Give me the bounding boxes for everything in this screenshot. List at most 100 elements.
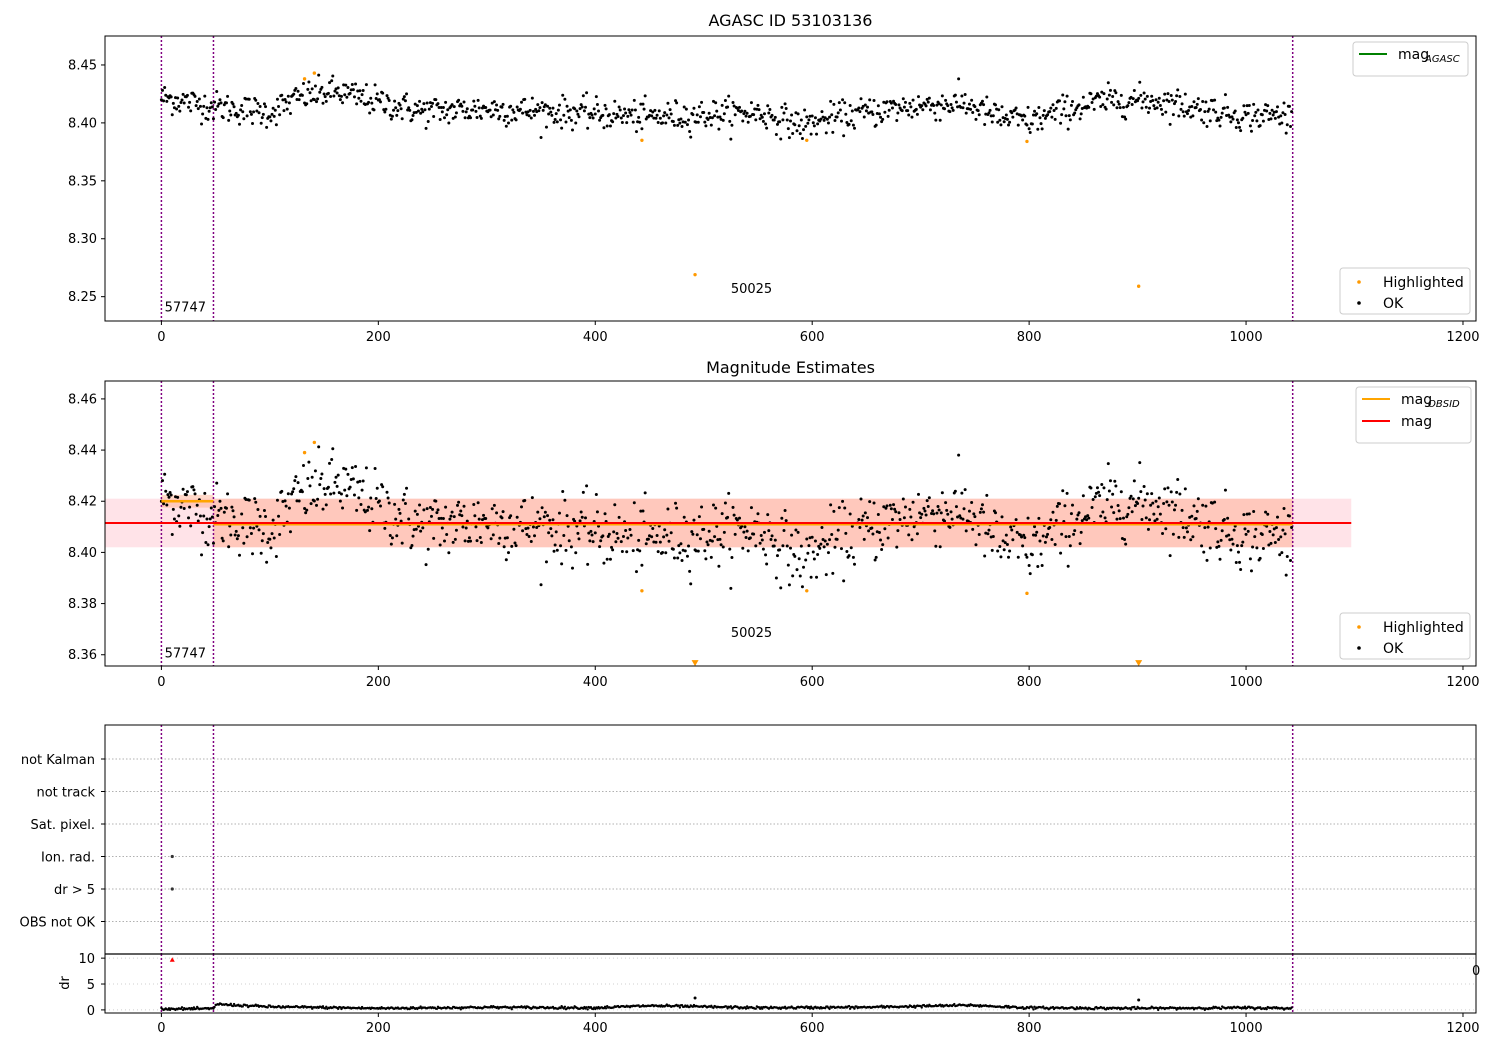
ok-point: [1154, 98, 1158, 102]
legend-label: Highlighted: [1383, 620, 1464, 636]
x-tick-label: 1000: [1230, 330, 1263, 345]
ok-point: [393, 502, 397, 506]
legend-marker: [1357, 280, 1361, 284]
ok-point: [717, 127, 721, 131]
ok-point: [206, 543, 210, 547]
ok-point: [1035, 530, 1039, 534]
ok-point: [691, 113, 695, 117]
ok-point: [946, 104, 950, 108]
ok-point: [295, 98, 299, 102]
ok-point: [1281, 528, 1285, 532]
ok-point: [291, 490, 295, 494]
ok-point: [1098, 95, 1102, 99]
ok-point: [385, 94, 389, 98]
ok-point: [638, 549, 642, 553]
ok-point: [835, 537, 839, 541]
ok-point: [847, 122, 851, 126]
ok-point: [687, 118, 691, 122]
ok-point: [743, 525, 747, 529]
ok-point: [706, 543, 710, 547]
ok-point: [415, 512, 419, 516]
ok-point: [772, 118, 776, 122]
ok-point: [462, 504, 466, 508]
ok-point: [1091, 498, 1095, 502]
ok-point: [729, 586, 733, 590]
ok-point: [721, 118, 725, 122]
ok-point: [1105, 498, 1109, 502]
ok-point: [1110, 100, 1114, 104]
legend-label: OK: [1383, 641, 1404, 657]
ok-point: [851, 555, 855, 559]
ok-point: [451, 116, 455, 120]
ok-point: [982, 103, 986, 107]
ok-point: [1139, 490, 1143, 494]
ok-point: [392, 108, 396, 112]
ok-point: [912, 525, 916, 529]
ok-point: [722, 530, 726, 534]
ok-point: [438, 543, 442, 547]
ok-point: [1253, 535, 1257, 539]
ok-point: [527, 535, 531, 539]
ok-point: [773, 538, 777, 542]
ok-point: [963, 92, 967, 96]
ok-point: [758, 117, 762, 121]
ok-point: [1182, 114, 1186, 118]
ok-point: [1121, 516, 1125, 520]
ok-point: [1040, 564, 1044, 568]
ok-point: [806, 551, 810, 555]
ok-point: [374, 497, 378, 501]
ok-point: [886, 114, 890, 118]
ok-point: [569, 545, 573, 549]
ok-point: [498, 114, 502, 118]
ok-point: [410, 118, 414, 122]
ok-point: [359, 99, 363, 103]
highlighted-point: [312, 440, 317, 445]
ok-point: [498, 536, 502, 540]
ok-point: [617, 105, 621, 109]
ok-point: [543, 103, 547, 107]
ok-point: [1175, 94, 1179, 98]
ok-point: [549, 110, 553, 114]
ok-point: [168, 491, 172, 495]
ok-point: [986, 532, 990, 536]
ok-point: [425, 507, 429, 511]
ok-point: [591, 540, 595, 544]
ok-point: [1155, 517, 1159, 521]
ok-point: [960, 491, 964, 495]
ok-point: [324, 503, 328, 507]
ok-point: [300, 490, 304, 494]
ok-point: [731, 101, 735, 105]
ok-point: [742, 530, 746, 534]
ok-point: [1152, 512, 1156, 516]
ok-point: [961, 517, 965, 521]
ok-point: [832, 509, 836, 513]
ok-point: [550, 534, 554, 538]
ok-point: [845, 120, 849, 124]
ok-point: [780, 516, 784, 520]
ok-point: [367, 100, 371, 104]
ok-point: [732, 513, 736, 517]
ok-point: [368, 529, 372, 533]
ok-point: [1276, 515, 1280, 519]
ok-point: [1118, 106, 1122, 110]
ok-point: [1244, 532, 1248, 536]
ok-point: [998, 118, 1002, 122]
ok-point: [1185, 530, 1189, 534]
ok-point: [1240, 544, 1244, 548]
ok-point: [565, 104, 569, 108]
ok-point: [1270, 108, 1274, 112]
ok-point: [1277, 538, 1281, 542]
ok-point: [1073, 529, 1077, 533]
ok-point: [962, 507, 966, 511]
highlighted-point: [640, 589, 644, 593]
ok-point: [1212, 108, 1216, 112]
ok-point: [237, 553, 241, 557]
obsid-annotation: 57747: [165, 646, 206, 661]
ok-point: [761, 547, 765, 551]
ok-point: [836, 111, 840, 115]
ok-point: [1099, 104, 1103, 108]
ok-point: [621, 534, 625, 538]
ok-point: [599, 539, 603, 543]
ok-point: [630, 108, 634, 112]
ok-point: [703, 120, 707, 124]
